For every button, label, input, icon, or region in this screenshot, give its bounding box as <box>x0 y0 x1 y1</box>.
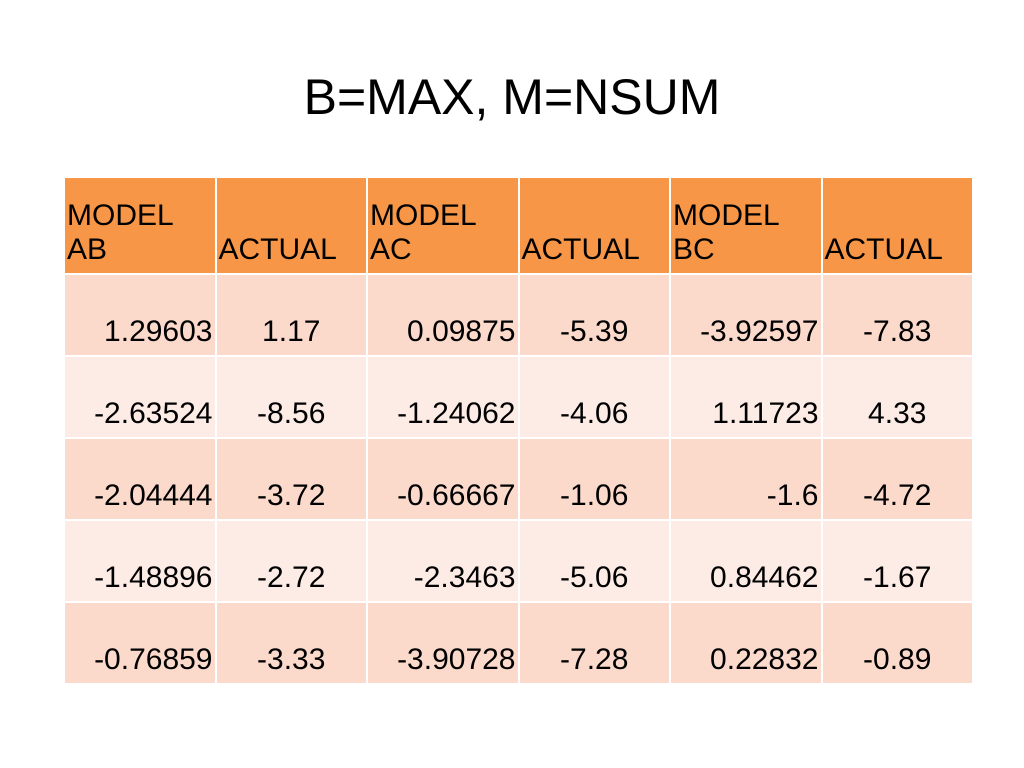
table-cell: -1.24062 <box>366 355 520 439</box>
table-row: -1.48896 -2.72 -2.3463 -5.06 0.84462 -1.… <box>63 519 974 603</box>
header-line: ACTUAL <box>218 233 337 266</box>
table-row: -2.63524 -8.56 -1.24062 -4.06 1.11723 4.… <box>63 355 974 439</box>
header-row: MODEL AB ACTUAL MODEL AC ACTUAL MODEL BC… <box>63 178 974 275</box>
header-line: ACTUAL <box>521 233 640 266</box>
table-cell: -0.76859 <box>63 601 217 685</box>
header-line: MODEL <box>370 199 477 232</box>
table-cell: -1.06 <box>517 437 671 521</box>
table-cell: -5.39 <box>517 273 671 357</box>
table-cell: -1.6 <box>669 437 823 521</box>
table-body: 1.29603 1.17 0.09875 -5.39 -3.92597 -7.8… <box>63 273 974 685</box>
header-line: BC <box>673 233 715 266</box>
table-cell: -2.63524 <box>63 355 217 439</box>
header-model-ac: MODEL AC <box>366 178 520 275</box>
table-cell: 4.33 <box>820 355 974 439</box>
table-header: MODEL AB ACTUAL MODEL AC ACTUAL MODEL BC… <box>63 178 974 275</box>
header-line: AC <box>370 233 412 266</box>
table-cell: 1.11723 <box>669 355 823 439</box>
header-actual-ab: ACTUAL <box>214 178 368 275</box>
table-cell: -0.66667 <box>366 437 520 521</box>
slide-title: B=MAX, M=NSUM <box>303 69 721 125</box>
data-table: MODEL AB ACTUAL MODEL AC ACTUAL MODEL BC… <box>63 178 974 685</box>
header-line: ACTUAL <box>824 233 943 266</box>
table-cell: -4.72 <box>820 437 974 521</box>
table-cell: -1.48896 <box>63 519 217 603</box>
table-cell: -1.67 <box>820 519 974 603</box>
table-cell: -7.83 <box>820 273 974 357</box>
table-cell: -2.72 <box>214 519 368 603</box>
table-cell: -3.92597 <box>669 273 823 357</box>
table-cell: 1.29603 <box>63 273 217 357</box>
table-cell: -3.72 <box>214 437 368 521</box>
table-cell: -0.89 <box>820 601 974 685</box>
header-actual-bc: ACTUAL <box>820 178 974 275</box>
table-cell: -8.56 <box>214 355 368 439</box>
table-cell: 0.09875 <box>366 273 520 357</box>
table-row: -2.04444 -3.72 -0.66667 -1.06 -1.6 -4.72 <box>63 437 974 521</box>
table-cell: 0.84462 <box>669 519 823 603</box>
table-cell: 0.22832 <box>669 601 823 685</box>
table-row: 1.29603 1.17 0.09875 -5.39 -3.92597 -7.8… <box>63 273 974 357</box>
table-cell: -3.90728 <box>366 601 520 685</box>
header-model-ab: MODEL AB <box>63 178 217 275</box>
table-cell: -7.28 <box>517 601 671 685</box>
header-line: MODEL <box>673 199 780 232</box>
table-cell: -2.3463 <box>366 519 520 603</box>
table-cell: -2.04444 <box>63 437 217 521</box>
header-actual-ac: ACTUAL <box>517 178 671 275</box>
table-cell: -5.06 <box>517 519 671 603</box>
table-cell: -4.06 <box>517 355 671 439</box>
table-row: -0.76859 -3.33 -3.90728 -7.28 0.22832 -0… <box>63 601 974 685</box>
header-line: MODEL <box>67 199 174 232</box>
table-cell: -3.33 <box>214 601 368 685</box>
table-cell: 1.17 <box>214 273 368 357</box>
header-line: AB <box>67 233 108 266</box>
header-model-bc: MODEL BC <box>669 178 823 275</box>
